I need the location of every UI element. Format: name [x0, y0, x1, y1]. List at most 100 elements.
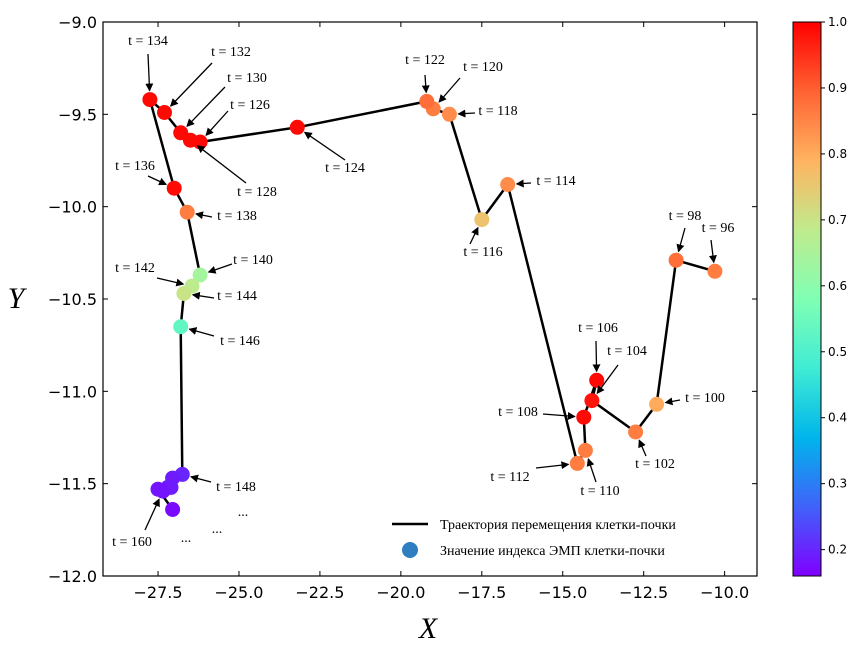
annotation-arrow-t132 — [170, 62, 213, 107]
y-tick-label: −9.0 — [58, 13, 97, 32]
axes: −27.5 −25.0 −22.5 −20.0 −17.5 −15.0 −12.5 −10.0… — [48, 13, 758, 602]
legend: Траектория перемещения клетки-почки Знач… — [383, 508, 739, 568]
y-tick-label: −11.0 — [48, 382, 97, 401]
annotation-arrow-t122 — [421, 74, 430, 94]
annotation-arrow-t128 — [196, 145, 247, 184]
annotation-arrow-t140 — [207, 263, 233, 274]
colorbar: 0.2 0.3 0.4 0.5 0.6 0.7 0.8 0.9 1.0 — [792, 15, 847, 577]
point-t106 — [589, 372, 605, 388]
point-t102 — [628, 424, 644, 440]
colorbar-tick-label: 0.7 — [828, 213, 847, 227]
point-t158 — [150, 481, 166, 497]
colorbar-tick-label: 0.8 — [828, 147, 847, 161]
plot-area — [142, 92, 723, 517]
annotation-label-t98: t = 98 — [669, 209, 702, 224]
y-tick-label: −10.5 — [48, 290, 97, 309]
annotation-arrow-t116 — [469, 226, 479, 245]
annotation-label-t144: t = 144 — [217, 289, 257, 304]
point-t98 — [668, 252, 684, 268]
point-t112 — [569, 455, 585, 471]
point-t114 — [500, 177, 516, 192]
x-tick-label: −15.0 — [538, 583, 587, 602]
annotations: t = 96t = 98 t = 100 t = 102 t = 104 t = 106… — [112, 34, 734, 550]
point-t116 — [474, 212, 490, 228]
annotation-label-t110: t = 110 — [580, 484, 619, 499]
annotation-label-t96: t = 96 — [702, 221, 735, 236]
annotation-label-t140: t = 140 — [233, 253, 273, 268]
annotation-label-t106: t = 106 — [578, 321, 618, 336]
annotation-label-t160: t = 160 — [112, 535, 152, 550]
legend-line-label: Траектория перемещения клетки-почки — [440, 518, 676, 533]
x-tick-label: −22.5 — [295, 583, 344, 602]
point-t124 — [289, 119, 305, 135]
annotation-arrow-t142 — [156, 277, 185, 287]
y-axis-title: Y — [8, 282, 28, 315]
annotation-arrow-t126 — [205, 110, 229, 137]
annotation-arrow-t104 — [596, 364, 619, 395]
annotation-arrow-t144 — [191, 291, 215, 300]
annotation-arrow-t100 — [664, 397, 681, 406]
annotation-arrow-t114 — [515, 179, 532, 188]
annotation-label-t122: t = 122 — [405, 53, 445, 68]
annotation-arrow-t120 — [438, 77, 461, 103]
colorbar-tick-label: 0.4 — [828, 411, 847, 425]
annotation-label-t118: t = 118 — [478, 104, 517, 119]
ellipsis-marker: ... — [212, 522, 223, 537]
annotation-label-t142: t = 142 — [115, 261, 155, 276]
legend-marker-label: Значение индекса ЭМП клетки-почки — [440, 544, 665, 559]
annotation-arrow-t108 — [542, 411, 576, 420]
y-tick-label: −12.0 — [48, 567, 97, 586]
point-t104 — [584, 393, 600, 409]
x-tick-label: −25.0 — [214, 583, 263, 602]
colorbar-tick-label: 0.2 — [828, 543, 847, 557]
point-t118 — [441, 106, 457, 122]
point-t160 — [165, 502, 181, 517]
annotation-arrow-t110 — [586, 458, 597, 483]
annotation-label-t146: t = 146 — [220, 334, 260, 349]
annotation-arrow-t106 — [592, 340, 601, 373]
annotation-label-t108: t = 108 — [498, 405, 538, 420]
legend-box — [383, 508, 739, 568]
point-t96 — [707, 263, 723, 279]
ellipsis-marker: ... — [238, 505, 249, 520]
annotation-arrow-t118 — [457, 109, 476, 118]
point-t132 — [157, 105, 172, 120]
annotation-label-t102: t = 102 — [635, 457, 675, 472]
annotation-arrow-t146 — [188, 327, 215, 337]
point-t140 — [192, 267, 208, 283]
y-tick-label: −10.0 — [48, 198, 97, 217]
ellipsis-marker: ... — [181, 531, 192, 546]
annotation-label-t114: t = 114 — [536, 174, 575, 189]
annotation-label-t116: t = 116 — [463, 245, 502, 260]
annotation-arrow-t160 — [144, 498, 160, 531]
annotation-label-t112: t = 112 — [490, 470, 529, 485]
point-t108 — [576, 409, 592, 425]
x-tick-label: −12.5 — [619, 583, 668, 602]
colorbar-tick-label: 0.3 — [828, 477, 847, 491]
annotation-label-t148: t = 148 — [216, 480, 256, 495]
annotation-label-t126: t = 126 — [230, 98, 270, 113]
point-t110 — [577, 442, 593, 458]
point-t122 — [419, 93, 435, 109]
point-t136 — [166, 180, 182, 196]
annotation-arrow-t134 — [145, 53, 154, 92]
colorbar-gradient — [792, 21, 822, 577]
annotation-arrow-t136 — [147, 175, 168, 186]
point-t146 — [173, 319, 189, 335]
colorbar-ticks: 0.2 0.3 0.4 0.5 0.6 0.7 0.8 0.9 1.0 — [821, 15, 847, 557]
colorbar-tick-label: 0.6 — [828, 279, 847, 293]
annotation-arrow-t102 — [638, 439, 647, 457]
point-t144 — [176, 286, 192, 301]
annotation-label-t124: t = 124 — [325, 161, 365, 176]
colorbar-tick-label: 1.0 — [828, 15, 847, 29]
colorbar-tick-label: 0.5 — [828, 345, 847, 359]
y-tick-label: −9.5 — [58, 105, 97, 124]
x-axis-title: X — [418, 612, 439, 645]
annotation-arrow-t148 — [190, 474, 212, 483]
annotation-arrow-t130 — [186, 86, 226, 128]
trajectory-line — [148, 98, 716, 511]
legend-marker-swatch — [402, 542, 418, 558]
point-t100 — [649, 396, 665, 412]
annotation-arrow-t138 — [195, 211, 213, 220]
